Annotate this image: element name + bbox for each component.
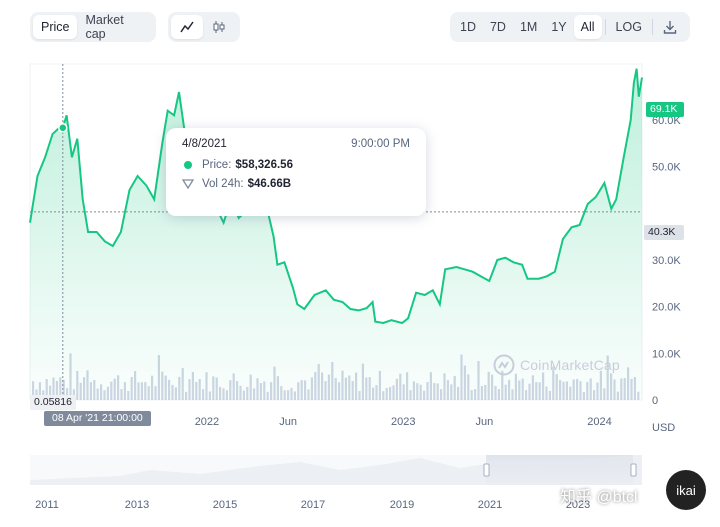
price-dot-icon xyxy=(184,161,192,169)
tab-price[interactable]: Price xyxy=(33,15,78,39)
x-axis: 2022 Jun 2023 Jun 2024 xyxy=(195,416,612,428)
hover-point xyxy=(58,123,68,133)
download-icon xyxy=(663,21,677,34)
low-value-badge: 0.05816 xyxy=(30,395,76,410)
current-price-badge: 69.1K xyxy=(646,102,684,117)
y-tick-label: 0 xyxy=(652,395,658,407)
download-button[interactable] xyxy=(656,15,684,39)
chart-style-switch xyxy=(168,12,240,42)
navigator-sparkline xyxy=(30,455,642,485)
navigator-tick-label: 2019 xyxy=(390,499,414,511)
line-chart-icon xyxy=(180,21,194,33)
tooltip-price-label: Price: xyxy=(202,159,232,171)
navigator-tick-label: 2015 xyxy=(213,499,237,511)
y-tick-label: 30.0K xyxy=(652,255,681,267)
tooltip-volume-value: $46.66B xyxy=(247,178,292,190)
x-tick-label: Jun xyxy=(476,416,494,428)
range-navigator[interactable]: 2011 2013 2015 2017 2019 2021 2023 xyxy=(30,455,642,511)
tooltip-volume-row: Vol 24h: $46.66B xyxy=(182,178,410,190)
site-watermark: 知乎 @btcl xyxy=(560,489,638,506)
y-tick-label: 60.0K xyxy=(652,115,681,127)
candlestick-icon xyxy=(213,21,225,33)
coinmarketcap-logo-icon xyxy=(493,354,515,376)
y-tick-label: 20.0K xyxy=(652,302,681,314)
x-tick-label: 2023 xyxy=(391,416,415,428)
navigator-tick-label: 2023 xyxy=(566,499,590,511)
currency-label: USD xyxy=(652,422,676,434)
avatar[interactable]: ikai xyxy=(666,470,706,510)
navigator-handle[interactable] xyxy=(630,463,637,477)
x-tick-label: 2022 xyxy=(195,416,219,428)
line-chart-button[interactable] xyxy=(171,15,203,39)
price-type-switch: Price Market cap xyxy=(30,12,156,42)
price-tooltip: 4/8/2021 9:00:00 PM Price: $58,326.56 Vo… xyxy=(166,128,426,216)
tooltip-date: 4/8/2021 xyxy=(182,138,227,150)
tooltip-volume-label: Vol 24h: xyxy=(202,178,244,190)
log-scale-button[interactable]: LOG xyxy=(615,20,642,34)
navigator-tick-label: 2017 xyxy=(301,499,325,511)
navigator-tick-label: 2011 xyxy=(35,499,59,511)
y-axis: 60.0K 50.0K 30.0K 20.0K 10.0K 0 xyxy=(652,115,681,407)
tooltip-price-row: Price: $58,326.56 xyxy=(182,159,410,171)
price-line xyxy=(29,68,643,325)
tooltip-time: 9:00:00 PM xyxy=(351,138,410,150)
tooltip-price-value: $58,326.56 xyxy=(235,159,293,171)
x-tick-label: 2024 xyxy=(587,416,611,428)
x-tick-label: Jun xyxy=(279,416,297,428)
range-1d[interactable]: 1D xyxy=(460,20,476,34)
range-1m[interactable]: 1M xyxy=(519,20,538,34)
watermark: CoinMarketCap xyxy=(493,354,620,376)
range-1y[interactable]: 1Y xyxy=(551,20,567,34)
volume-shield-icon xyxy=(182,179,194,189)
y-tick-label: 50.0K xyxy=(652,162,681,174)
navigator-tick-label: 2013 xyxy=(125,499,149,511)
tab-market-cap[interactable]: Market cap xyxy=(85,13,124,41)
hover-date-badge: 08 Apr '21 21:00:00 xyxy=(44,411,151,426)
divider xyxy=(651,19,653,35)
divider xyxy=(604,19,606,35)
candlestick-button[interactable] xyxy=(203,15,235,39)
navigator-handle[interactable] xyxy=(483,463,490,477)
range-all[interactable]: All xyxy=(573,15,602,39)
y-tick-label: 10.0K xyxy=(652,348,681,360)
range-switch: 1D 7D 1M 1Y All LOG xyxy=(450,12,690,42)
toolbar: Price Market cap 1D 7D 1M 1Y All LOG xyxy=(0,0,720,55)
range-7d[interactable]: 7D xyxy=(489,20,506,34)
reference-price-badge: 40.3K xyxy=(644,225,684,240)
watermark-text: CoinMarketCap xyxy=(520,357,620,373)
navigator-tick-label: 2021 xyxy=(478,499,502,511)
